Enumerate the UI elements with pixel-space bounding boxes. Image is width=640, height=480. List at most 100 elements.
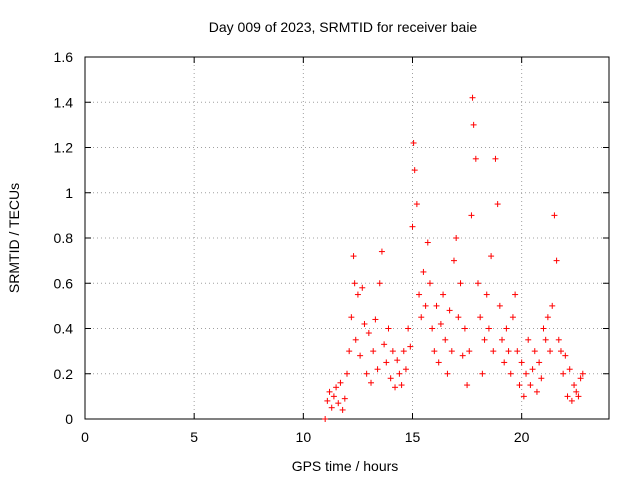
data-point bbox=[538, 375, 545, 382]
data-point bbox=[435, 359, 442, 366]
data-point bbox=[413, 201, 420, 208]
data-point bbox=[579, 370, 586, 377]
data-point bbox=[351, 280, 358, 287]
data-point bbox=[385, 325, 392, 332]
data-point bbox=[536, 359, 543, 366]
data-point bbox=[442, 336, 449, 343]
data-point bbox=[346, 348, 353, 355]
data-point bbox=[568, 397, 575, 404]
x-tick-label: 0 bbox=[81, 429, 89, 445]
data-point bbox=[485, 325, 492, 332]
data-point bbox=[457, 280, 464, 287]
data-point bbox=[429, 325, 436, 332]
data-point bbox=[540, 325, 547, 332]
data-point bbox=[387, 375, 394, 382]
x-tick-label: 20 bbox=[514, 429, 530, 445]
data-point bbox=[410, 139, 417, 146]
data-point bbox=[577, 375, 584, 382]
data-point bbox=[335, 400, 342, 407]
data-point bbox=[330, 393, 337, 400]
data-point bbox=[322, 416, 329, 422]
data-point bbox=[466, 348, 473, 355]
data-point bbox=[481, 336, 488, 343]
data-point bbox=[448, 348, 455, 355]
y-tick-label: 1.6 bbox=[54, 49, 74, 65]
data-point bbox=[527, 382, 534, 389]
y-tick-label: 0.6 bbox=[54, 275, 74, 291]
data-point bbox=[551, 212, 558, 219]
data-point bbox=[350, 253, 357, 260]
data-point bbox=[372, 316, 379, 323]
data-point bbox=[396, 370, 403, 377]
data-point bbox=[344, 370, 350, 377]
x-axis-label: GPS time / hours bbox=[292, 458, 399, 474]
data-point bbox=[564, 393, 571, 400]
data-point bbox=[409, 223, 416, 230]
data-point bbox=[437, 320, 444, 327]
data-point bbox=[453, 235, 460, 241]
data-point bbox=[470, 121, 477, 128]
data-point bbox=[446, 307, 453, 314]
data-point bbox=[575, 393, 582, 400]
y-tick-label: 0.8 bbox=[54, 230, 74, 246]
y-tick-label: 0 bbox=[65, 411, 73, 427]
data-point bbox=[573, 388, 580, 395]
data-point bbox=[518, 359, 525, 366]
y-tick-label: 0.2 bbox=[54, 366, 74, 382]
data-point bbox=[477, 314, 484, 321]
data-point bbox=[352, 336, 359, 343]
data-point bbox=[520, 393, 527, 400]
data-point bbox=[341, 395, 348, 402]
data-point bbox=[514, 348, 521, 355]
data-point bbox=[560, 370, 567, 377]
data-point bbox=[363, 370, 370, 377]
data-point bbox=[424, 239, 431, 246]
data-point bbox=[326, 388, 333, 395]
data-point bbox=[357, 352, 364, 359]
data-point bbox=[398, 382, 405, 389]
data-point bbox=[422, 302, 429, 309]
y-axis-label: SRMTID / TECUs bbox=[6, 183, 22, 293]
data-point bbox=[533, 388, 540, 395]
data-point bbox=[549, 302, 556, 309]
data-point bbox=[455, 314, 462, 321]
data-point bbox=[544, 314, 551, 321]
data-point bbox=[383, 359, 390, 366]
data-point bbox=[392, 384, 399, 391]
data-point bbox=[464, 382, 471, 389]
data-point bbox=[488, 253, 495, 260]
data-point bbox=[348, 314, 355, 321]
data-point bbox=[339, 406, 346, 413]
data-point bbox=[523, 370, 530, 377]
data-point bbox=[444, 370, 451, 377]
data-point bbox=[542, 336, 549, 343]
data-point bbox=[490, 348, 497, 355]
chart-title: Day 009 of 2023, SRMTID for receiver bai… bbox=[209, 19, 478, 35]
data-point bbox=[407, 343, 414, 350]
data-point bbox=[555, 336, 562, 343]
data-point bbox=[475, 280, 481, 287]
data-point bbox=[361, 320, 368, 327]
data-point bbox=[525, 336, 532, 343]
data-point bbox=[566, 366, 573, 373]
data-point bbox=[547, 348, 554, 355]
x-tick-label: 10 bbox=[296, 429, 312, 445]
data-point bbox=[483, 291, 490, 298]
data-point bbox=[400, 348, 407, 355]
data-point bbox=[420, 268, 427, 275]
data-point bbox=[378, 248, 385, 255]
data-point bbox=[440, 291, 447, 298]
data-point bbox=[431, 348, 438, 355]
data-point bbox=[509, 314, 516, 321]
data-point bbox=[402, 366, 409, 373]
data-point bbox=[529, 366, 536, 373]
y-tick-label: 1.2 bbox=[54, 140, 74, 156]
data-point bbox=[562, 352, 569, 359]
data-point bbox=[512, 291, 519, 298]
x-tick-labels: 0 5 10 15 20 bbox=[81, 429, 530, 445]
plot-frame bbox=[84, 56, 610, 420]
data-point bbox=[405, 325, 412, 332]
data-point bbox=[496, 302, 503, 309]
data-point bbox=[461, 325, 468, 332]
